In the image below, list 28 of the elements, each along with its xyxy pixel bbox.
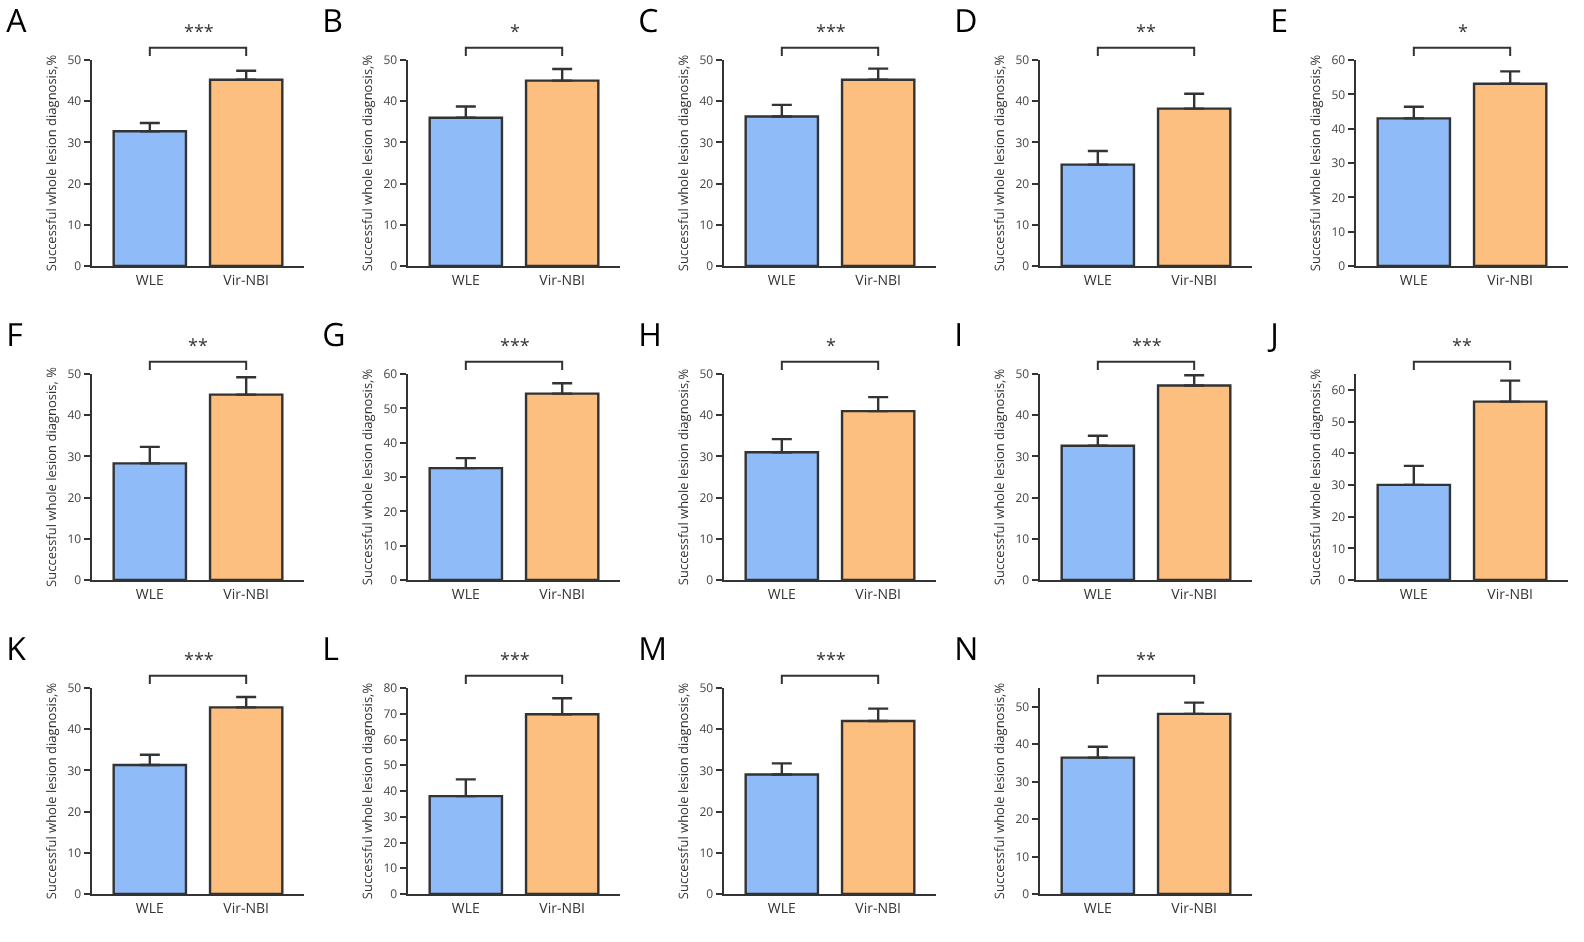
text: * (826, 332, 836, 358)
chart-title: K (6, 625, 27, 670)
text: *** (184, 18, 214, 44)
text: ** (188, 332, 208, 358)
text: ** (1136, 646, 1156, 672)
chart-title: F (6, 311, 23, 356)
chart-title: C (638, 0, 659, 42)
chart-title: I (954, 311, 964, 356)
chart-title: J (1266, 311, 1279, 356)
chart-title: D (954, 0, 978, 42)
chart-title: N (954, 625, 979, 670)
text: ** (1136, 18, 1156, 44)
chart-title: G (322, 311, 346, 356)
text: *** (816, 18, 846, 44)
chart-title: E (1270, 0, 1289, 42)
text: ** (1452, 332, 1472, 358)
text: * (1458, 18, 1468, 44)
chart-title: B (322, 0, 344, 42)
text: *** (1132, 332, 1162, 358)
chart-title: H (638, 311, 662, 356)
chart-title: A (6, 0, 29, 42)
chart-title: M (638, 625, 668, 670)
text: *** (500, 646, 530, 672)
text: *** (184, 646, 214, 672)
text: *** (816, 646, 846, 672)
chart-title: L (322, 625, 340, 670)
text: *** (500, 332, 530, 358)
text: * (510, 18, 520, 44)
